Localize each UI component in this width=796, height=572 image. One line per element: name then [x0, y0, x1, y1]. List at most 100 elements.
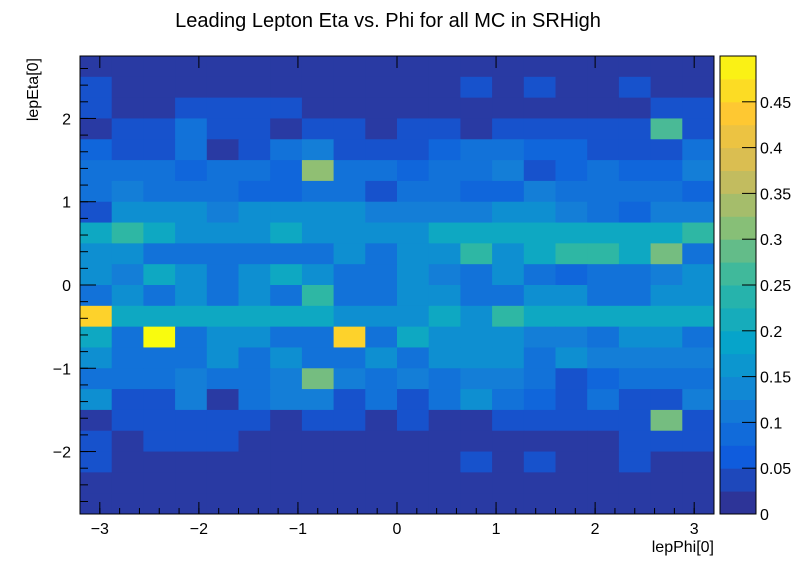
colorbar-tick-label: 0.15	[760, 370, 791, 387]
heatmap-cell	[206, 285, 239, 307]
heatmap-cell	[238, 409, 271, 432]
heatmap-cell	[111, 97, 144, 119]
heatmap-cell	[270, 76, 303, 99]
heatmap-cell	[238, 347, 271, 369]
heatmap-cell	[111, 326, 144, 348]
heatmap-cell	[111, 430, 144, 453]
heatmap-cell	[682, 118, 715, 140]
heatmap-cell	[428, 409, 461, 432]
heatmap-cell	[682, 430, 715, 453]
heatmap-cell	[175, 97, 208, 119]
heatmap-cell	[523, 326, 556, 348]
heatmap-cell	[365, 347, 398, 369]
heatmap-cell	[428, 56, 461, 78]
heatmap-cell	[365, 201, 398, 224]
heatmap-cell	[523, 139, 556, 161]
heatmap-cell	[682, 160, 715, 182]
heatmap-cell	[650, 326, 683, 348]
heatmap-cell	[428, 389, 461, 411]
heatmap-cell	[333, 243, 366, 265]
heatmap-cell	[270, 347, 303, 369]
heatmap-cell	[206, 409, 239, 432]
heatmap-cell	[682, 305, 715, 328]
heatmap-cell	[333, 222, 366, 244]
heatmap-cell	[492, 243, 525, 265]
heatmap-cell	[650, 97, 683, 119]
heatmap-cell	[460, 326, 493, 348]
heatmap-cell	[365, 222, 398, 244]
colorbar-segment	[720, 216, 756, 240]
heatmap-cell	[460, 472, 493, 494]
heatmap-cell	[143, 326, 176, 348]
heatmap-cell	[365, 451, 398, 473]
heatmap-cell	[492, 347, 525, 369]
heatmap-cell	[587, 264, 620, 286]
heatmap-cell	[523, 160, 556, 182]
heatmap-cell	[428, 326, 461, 348]
heatmap-cell	[523, 264, 556, 286]
heatmap-cell	[523, 472, 556, 494]
heatmap-cell	[80, 243, 113, 265]
heatmap-cell	[80, 347, 113, 369]
heatmap-cell	[143, 76, 176, 99]
heatmap-cell	[523, 389, 556, 411]
heatmap-cell	[175, 76, 208, 99]
heatmap-cell	[206, 139, 239, 161]
heatmap-cell	[492, 97, 525, 119]
heatmap-cell	[618, 118, 652, 140]
heatmap-cell	[428, 472, 461, 494]
heatmap-cell	[650, 243, 683, 265]
heatmap-cell	[618, 180, 652, 203]
heatmap-cell	[428, 160, 461, 182]
heatmap-cell	[301, 222, 335, 244]
heatmap-cell	[587, 347, 620, 369]
colorbar-segment	[720, 170, 756, 194]
heatmap-cell	[682, 347, 715, 369]
heatmap-cell	[301, 180, 335, 203]
heatmap-cell	[523, 56, 556, 78]
heatmap-cell	[682, 201, 715, 224]
colorbar-tick-label: 0.1	[760, 415, 782, 432]
heatmap-cell	[143, 56, 176, 78]
heatmap-cell	[206, 97, 239, 119]
heatmap-cell	[555, 368, 588, 390]
heatmap-cell	[618, 326, 652, 348]
heatmap-cell	[460, 180, 493, 203]
y-tick-label: −2	[53, 445, 71, 462]
heatmap-cell	[492, 451, 525, 473]
heatmap-cell	[618, 76, 652, 99]
heatmap-cell	[523, 285, 556, 307]
heatmap-cell	[492, 326, 525, 348]
chart-title: Leading Lepton Eta vs. Phi for all MC in…	[175, 10, 601, 32]
heatmap-cell	[682, 264, 715, 286]
colorbar-segment	[720, 101, 756, 126]
heatmap-cell	[587, 451, 620, 473]
heatmap-cell	[143, 472, 176, 494]
heatmap-cell	[523, 493, 556, 515]
colorbar-segment	[720, 491, 756, 515]
x-axis: −3 −2 −1 0 1 2 3	[79, 56, 715, 538]
heatmap-cell	[555, 347, 588, 369]
heatmap-cell	[111, 389, 144, 411]
heatmap-cell	[270, 222, 303, 244]
heatmap-cell	[650, 160, 683, 182]
heatmap-cell	[365, 264, 398, 286]
heatmap-cell	[460, 347, 493, 369]
heatmap-cell	[206, 347, 239, 369]
colorbar-segment	[720, 262, 756, 286]
heatmap-cell	[111, 180, 144, 203]
heatmap-cell	[238, 180, 271, 203]
heatmap-cell	[650, 305, 683, 328]
heatmap-cell	[111, 139, 144, 161]
heatmap-cell	[650, 472, 683, 494]
heatmap-cell	[238, 305, 271, 328]
heatmap-cell	[80, 56, 113, 78]
heatmap-cell	[365, 160, 398, 182]
heatmap-cell	[301, 118, 335, 140]
heatmap-cell	[460, 389, 493, 411]
heatmap-cell	[523, 243, 556, 265]
heatmap-cell	[206, 451, 239, 473]
heatmap-cell	[175, 160, 208, 182]
x-tick-label: 2	[591, 521, 600, 538]
heatmap-cell	[301, 76, 335, 99]
